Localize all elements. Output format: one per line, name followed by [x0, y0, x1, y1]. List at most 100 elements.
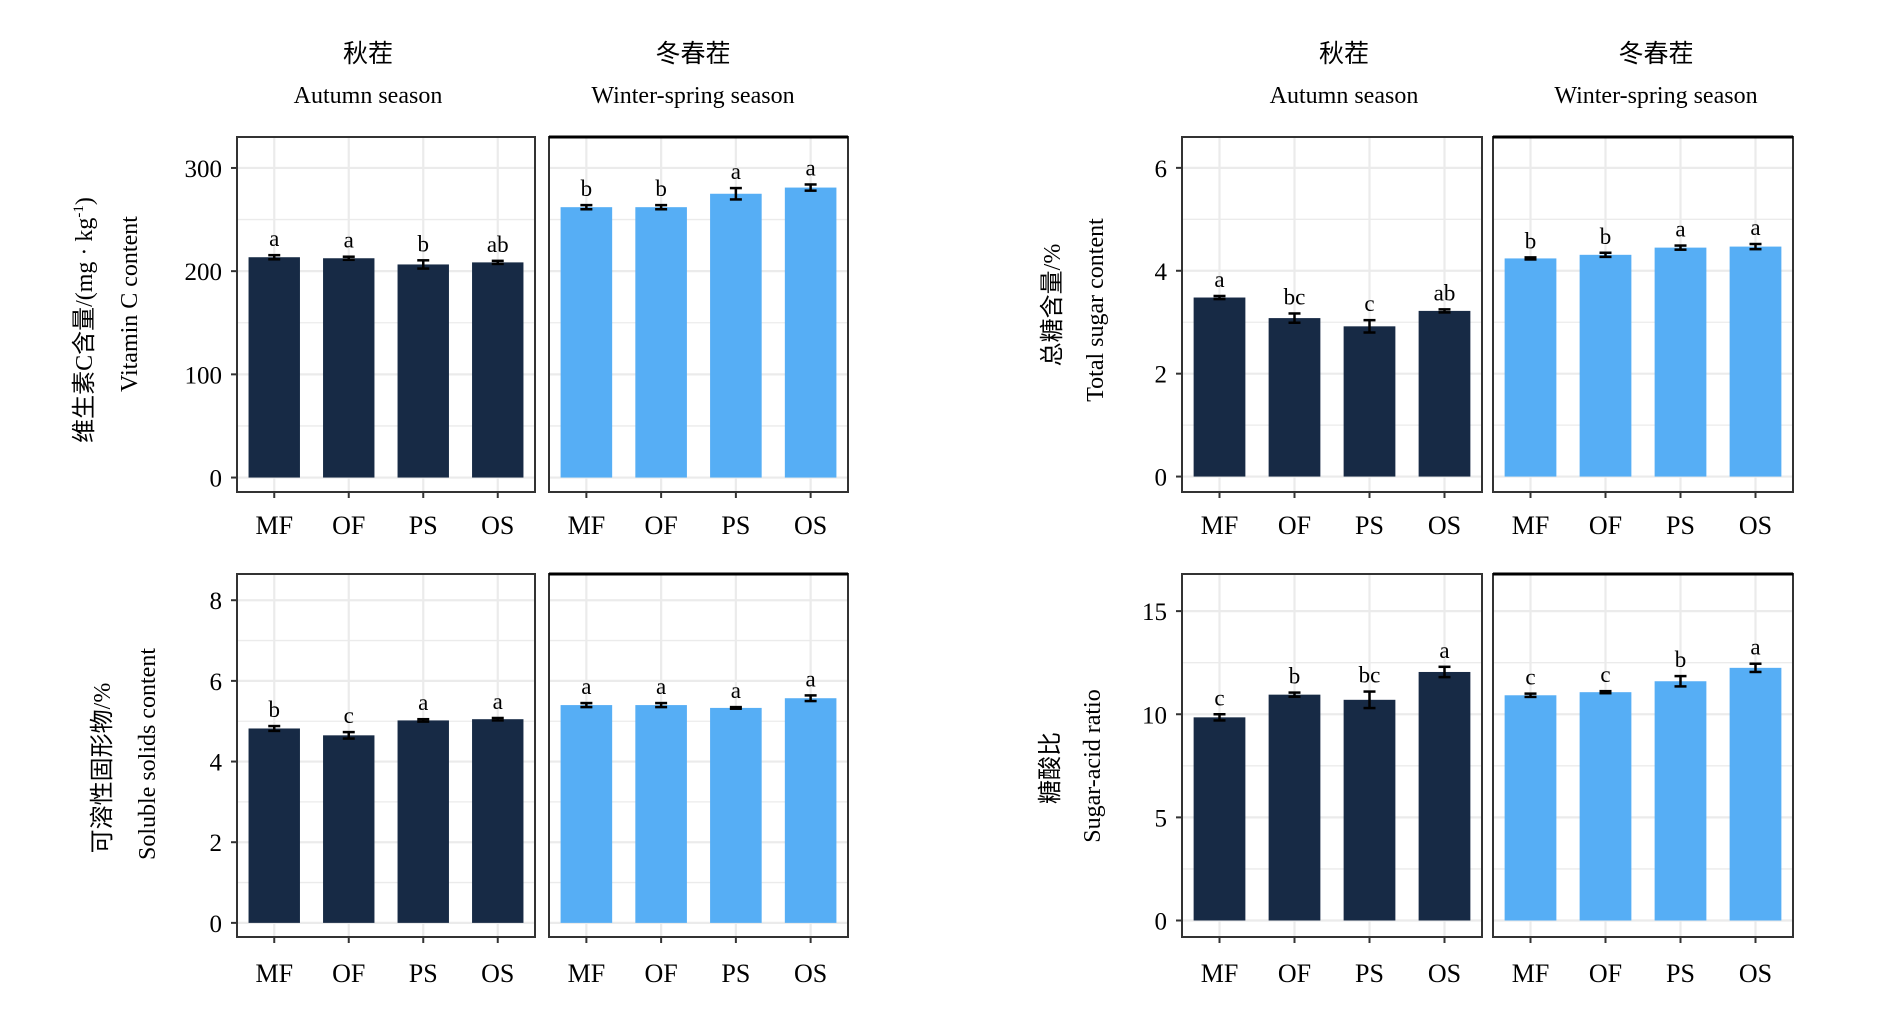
chart-total-sugar: 0 2 4 6 a MF bc OF c PS ab OS b MF b OF a PS a OS: [1155, 135, 1794, 540]
bar-of: [635, 705, 687, 923]
bar-mf: [1193, 297, 1246, 477]
panel-soluble-solids-autumn: b MF c OF a PS a OS: [236, 573, 536, 988]
bar-ps: [710, 193, 762, 478]
bar-of: [323, 258, 375, 478]
bar-of: [323, 735, 375, 923]
plots-layer: 0100200300aMFaOFbPSabOSbMFbOFaPSaOS0246a…: [185, 135, 1794, 988]
y-axis-title-ratio-cn: 糖酸比: [1037, 732, 1064, 804]
y-axis-title-sugar-cn: 总糖含量/%: [1039, 244, 1066, 367]
y-axis-title-solids-en: Soluble solids content: [135, 648, 161, 860]
x-tick-label: OF: [1589, 511, 1622, 540]
bar-ps: [710, 707, 762, 923]
error-bar-os: [491, 716, 504, 722]
significance-letter: b: [581, 176, 593, 201]
significance-letter: a: [581, 674, 591, 699]
x-tick-label: MF: [255, 511, 293, 540]
error-bar-os: [804, 694, 817, 703]
y-axis-title-vitc-sup: -1: [71, 205, 87, 218]
x-tick-label: OF: [645, 959, 678, 988]
y-axis-title-vitc-close: ): [72, 197, 98, 205]
error-bar-ps: [417, 259, 430, 270]
y-tick-label: 0: [210, 466, 223, 493]
strip-title-winter-cn-right: 冬春茬: [1618, 40, 1693, 68]
bar-os: [1729, 667, 1782, 921]
error-bar-os: [1438, 665, 1451, 679]
x-tick-label: PS: [1666, 511, 1695, 540]
significance-letter: a: [269, 226, 279, 251]
error-bar-mf: [580, 203, 593, 211]
bar-of: [635, 207, 687, 478]
panel-border: [236, 136, 536, 493]
error-bar-mf: [268, 253, 281, 261]
error-bar-mf: [1213, 294, 1226, 301]
significance-letter: a: [806, 155, 816, 180]
y-tick-label: 15: [1142, 599, 1167, 626]
y-tick-label: 0: [1155, 465, 1168, 492]
x-tick-label: OF: [332, 511, 365, 540]
significance-letter: b: [269, 697, 281, 722]
x-tick-label: OS: [794, 959, 827, 988]
bar-ps: [397, 264, 449, 478]
error-bar-ps: [1363, 318, 1376, 334]
x-tick-label: OF: [1278, 959, 1311, 988]
x-tick-label: MF: [255, 959, 293, 988]
y-tick-label: 0: [210, 911, 223, 938]
panel-sugar-acid-ratio-winter: c MF c OF b PS a OS: [1492, 572, 1794, 988]
x-tick-label: OS: [1739, 959, 1772, 988]
x-tick-label: OF: [1589, 959, 1622, 988]
x-tick-label: PS: [721, 959, 750, 988]
bar-of: [1579, 254, 1632, 477]
y-tick-label: 300: [185, 156, 223, 183]
significance-letter: c: [344, 703, 354, 728]
error-bar-mf: [268, 724, 281, 733]
strip-title-autumn-cn-left: 秋茬: [343, 40, 393, 68]
y-tick-label: 8: [210, 588, 223, 615]
x-tick-label: PS: [721, 511, 750, 540]
error-bar-of: [342, 730, 355, 740]
significance-letter: a: [731, 159, 741, 184]
significance-letter: c: [1525, 665, 1535, 690]
significance-letter: a: [1750, 635, 1760, 660]
error-bar-mf: [1524, 256, 1537, 261]
y-tick-label: 5: [1155, 805, 1168, 832]
bar-mf: [560, 207, 613, 478]
x-tick-label: MF: [1201, 511, 1239, 540]
x-tick-label: PS: [1666, 959, 1695, 988]
y-axis-title-vitc-en: Vitamin C content: [117, 216, 143, 392]
y-tick-label: 6: [210, 669, 223, 696]
x-tick-label: OS: [1739, 511, 1772, 540]
error-bar-of: [655, 203, 668, 211]
bar-os: [1418, 310, 1471, 477]
significance-letter: a: [344, 228, 354, 253]
strip-title-winter-en-left: Winter-spring season: [591, 83, 794, 109]
significance-letter: c: [1364, 291, 1374, 316]
strip-title-autumn-cn-right: 秋茬: [1319, 40, 1369, 68]
panel-vitamin-c-winter: b MF b OF a PS a OS: [548, 135, 849, 540]
bar-mf: [1193, 717, 1246, 921]
chart-vitamin-c: 0 100 200 300 a MF a OF b PS ab OS b MF b OF a PS a OS: [185, 135, 849, 540]
error-bar-os: [1749, 662, 1762, 674]
y-tick-label: 200: [185, 259, 223, 286]
bar-ps: [1343, 699, 1396, 921]
x-tick-label: PS: [409, 511, 438, 540]
error-bar-of: [1288, 312, 1301, 324]
x-tick-label: PS: [1355, 511, 1384, 540]
bar-ps: [397, 720, 449, 923]
y-tick-label: 10: [1142, 702, 1167, 729]
error-bar-mf: [1524, 692, 1537, 699]
significance-letter: a: [656, 674, 666, 699]
bar-os: [784, 187, 837, 478]
error-bar-of: [1288, 691, 1301, 698]
significance-letter: b: [418, 231, 430, 256]
bar-ps: [1654, 681, 1707, 921]
error-bar-os: [804, 183, 817, 192]
significance-letter: ab: [487, 232, 509, 257]
y-axis-title-ratio-en: Sugar-acid ratio: [1080, 689, 1106, 842]
significance-letter: a: [418, 690, 428, 715]
y-tick-label: 4: [1155, 259, 1168, 286]
significance-letter: b: [1600, 224, 1612, 249]
bar-mf: [248, 728, 300, 923]
y-tick-label: 2: [210, 830, 223, 857]
bar-mf: [248, 257, 300, 478]
bar-mf: [1504, 258, 1557, 477]
